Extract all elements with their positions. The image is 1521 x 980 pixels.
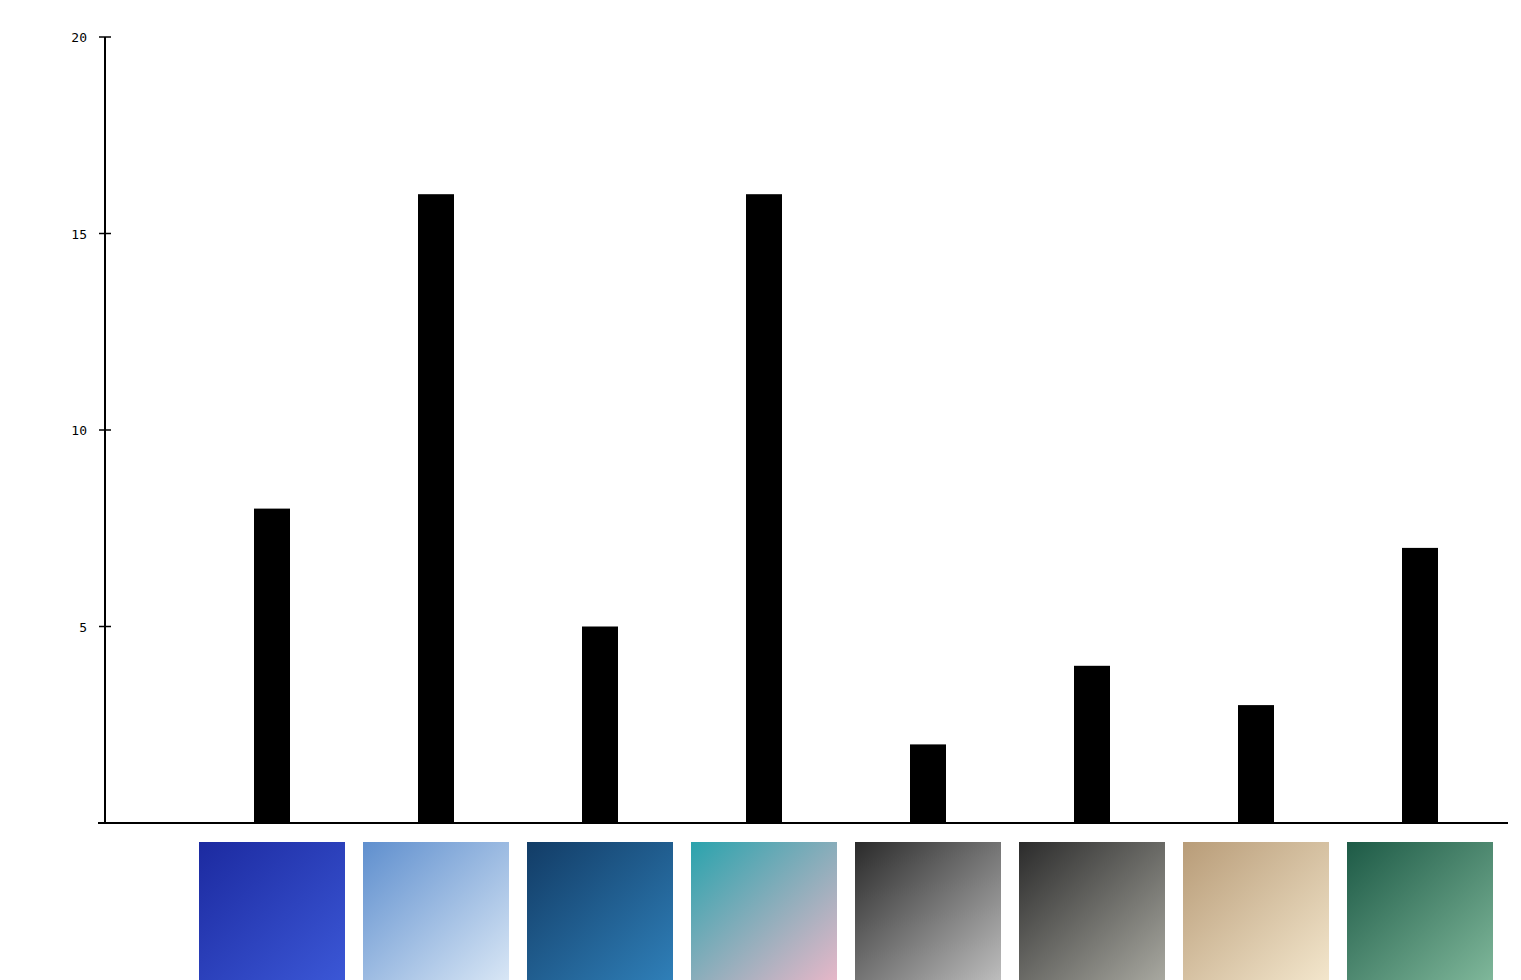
x-axis	[98, 822, 1508, 824]
y-tick-label: 20	[71, 30, 87, 45]
category-thumbnail	[527, 842, 673, 980]
y-tick	[99, 626, 111, 628]
y-tick-label: 15	[71, 227, 87, 242]
bar	[1402, 548, 1438, 823]
y-tick-label: 10	[71, 423, 87, 438]
category-thumbnail	[691, 842, 837, 980]
chart: 5 10 15 20	[0, 0, 1521, 980]
bar	[1238, 705, 1274, 823]
category-thumbnail	[199, 842, 345, 980]
y-tick	[99, 233, 111, 235]
category-thumbnail	[1183, 842, 1329, 980]
y-tick	[99, 429, 111, 431]
category-thumbnail	[855, 842, 1001, 980]
bar	[910, 744, 946, 823]
category-thumbnail	[363, 842, 509, 980]
bar	[254, 509, 290, 823]
bar	[418, 194, 454, 823]
bar	[746, 194, 782, 823]
bar	[1074, 666, 1110, 823]
y-tick-label: 5	[79, 620, 87, 635]
bar	[582, 627, 618, 824]
category-thumbnail	[1019, 842, 1165, 980]
y-tick	[99, 36, 111, 38]
category-thumbnail	[1347, 842, 1493, 980]
bars	[254, 194, 1438, 823]
